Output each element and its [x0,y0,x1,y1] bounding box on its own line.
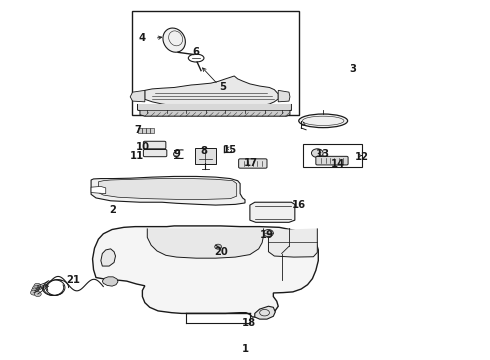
Polygon shape [269,228,318,257]
Text: 20: 20 [215,247,228,257]
Circle shape [31,288,38,293]
Circle shape [215,244,221,249]
Text: 8: 8 [200,146,207,156]
Polygon shape [101,249,116,266]
Circle shape [312,149,323,157]
Polygon shape [255,306,275,319]
Polygon shape [102,277,118,286]
Text: 14: 14 [331,159,345,169]
Polygon shape [91,176,245,205]
Text: 12: 12 [355,152,369,162]
Bar [150,128,154,134]
Text: 1: 1 [242,343,248,354]
Text: 16: 16 [292,200,306,210]
Text: 11: 11 [129,150,144,161]
FancyBboxPatch shape [239,159,267,168]
Bar [143,128,146,134]
Text: 5: 5 [220,82,226,92]
Text: 3: 3 [349,64,356,74]
Text: 4: 4 [139,33,146,43]
Circle shape [34,283,41,288]
Polygon shape [147,228,264,258]
Text: 18: 18 [242,318,256,328]
Polygon shape [278,90,290,102]
Text: 17: 17 [244,158,258,168]
FancyBboxPatch shape [144,141,166,149]
Circle shape [264,229,273,237]
Polygon shape [130,90,145,102]
Circle shape [34,292,41,297]
Polygon shape [93,226,318,317]
Text: 2: 2 [110,206,117,216]
Ellipse shape [299,114,347,128]
Text: 10: 10 [135,142,149,152]
Text: 9: 9 [173,149,180,159]
Circle shape [30,290,37,295]
Polygon shape [91,186,106,194]
Ellipse shape [163,28,185,52]
Bar [132,12,299,116]
Text: 7: 7 [134,125,141,135]
FancyBboxPatch shape [144,149,167,157]
Text: 21: 21 [66,275,80,285]
Bar [139,128,142,134]
FancyBboxPatch shape [195,148,216,163]
Circle shape [32,286,39,291]
Bar [147,128,150,134]
Bar [303,144,362,167]
Polygon shape [140,110,290,116]
FancyBboxPatch shape [316,156,348,165]
Text: 6: 6 [193,46,199,57]
Polygon shape [250,202,295,222]
Polygon shape [145,76,278,110]
Polygon shape [138,104,292,113]
Text: 19: 19 [260,230,274,239]
Text: 13: 13 [316,149,330,159]
Polygon shape [98,179,237,199]
Text: 15: 15 [223,144,237,154]
